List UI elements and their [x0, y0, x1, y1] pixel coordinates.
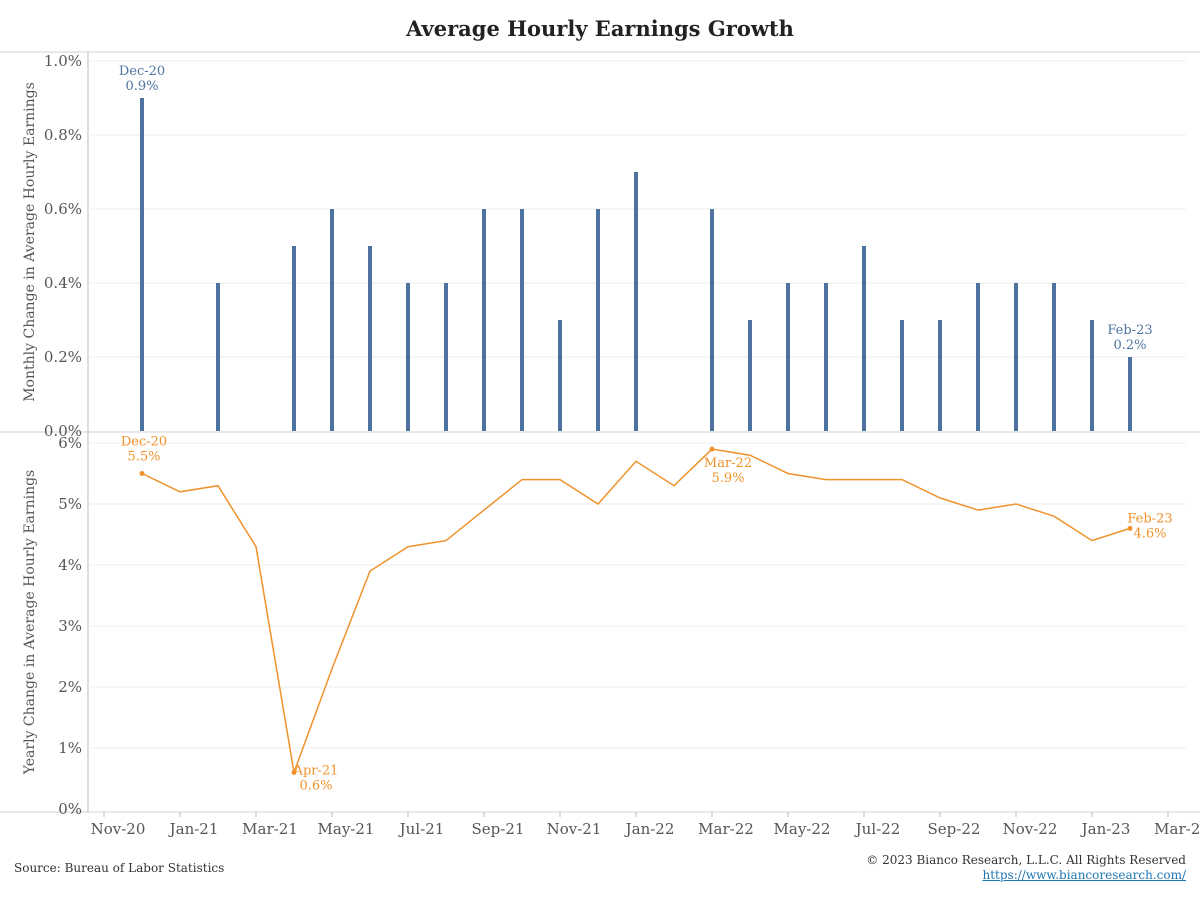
x-tick-label: Jul-22 — [854, 820, 901, 838]
y-tick-label: 5% — [58, 495, 82, 513]
series-line — [141, 448, 1131, 776]
annotation-label: Mar-22 — [704, 456, 752, 471]
x-tick-label: Mar-21 — [242, 820, 298, 838]
x-tick-label: Nov-21 — [547, 820, 602, 838]
bar — [938, 320, 942, 431]
source-note: Source: Bureau of Labor Statistics — [14, 861, 225, 875]
bar — [596, 209, 600, 431]
x-tick-label: Mar-22 — [698, 820, 754, 838]
website-link[interactable]: https://www.biancoresearch.com/ — [982, 868, 1186, 882]
x-tick-label: Sep-21 — [472, 820, 525, 838]
bar — [1014, 283, 1018, 431]
bar — [482, 209, 486, 431]
y-tick-label: 0.2% — [44, 348, 82, 366]
bar — [862, 246, 866, 431]
annotation-label: Feb-23 — [1107, 323, 1152, 338]
x-tick-label: Jan-21 — [168, 820, 219, 838]
bar — [1090, 320, 1094, 431]
y-tick-label: 2% — [58, 678, 82, 696]
bar — [634, 172, 638, 431]
annotation-point — [291, 769, 297, 775]
y-axis-title: Monthly Change in Average Hourly Earning… — [22, 82, 38, 402]
bar — [292, 246, 296, 431]
annotation-value: 4.6% — [1133, 526, 1166, 541]
x-tick-label: Nov-20 — [91, 820, 146, 838]
bar — [368, 246, 372, 431]
y-axis-title: Yearly Change in Average Hourly Earnings — [22, 470, 38, 776]
bar — [140, 98, 144, 431]
bar — [710, 209, 714, 431]
bar — [1052, 283, 1056, 431]
annotation-value: 0.6% — [299, 778, 332, 793]
y-tick-label: 1% — [58, 739, 82, 757]
copyright-note: © 2023 Bianco Research, L.L.C. All Right… — [866, 853, 1186, 867]
annotation-label: Dec-20 — [119, 64, 165, 79]
y-tick-label: 0.8% — [44, 126, 82, 144]
y-tick-label: 1.0% — [44, 52, 82, 70]
annotation-point — [139, 471, 145, 476]
bar — [444, 283, 448, 431]
bar — [786, 283, 790, 431]
annotation-value: 5.9% — [711, 471, 744, 486]
x-tick-label: Jul-21 — [398, 820, 445, 838]
annotation-label: Dec-20 — [121, 435, 167, 450]
y-tick-label: 0.0% — [44, 422, 82, 440]
chart-title: Average Hourly Earnings Growth — [406, 16, 794, 41]
x-tick-label: Jan-23 — [1080, 820, 1131, 838]
y-tick-label: 0.4% — [44, 274, 82, 292]
y-tick-label: 0.6% — [44, 200, 82, 218]
bar — [900, 320, 904, 431]
bar — [216, 283, 220, 431]
y-tick-label: 4% — [58, 556, 82, 574]
bar — [824, 283, 828, 431]
annotation-label: Apr-21 — [293, 763, 339, 778]
annotation-point — [1127, 525, 1133, 531]
x-tick-label: Mar-23 — [1154, 820, 1200, 838]
y-tick-label: 6% — [58, 434, 82, 452]
x-tick-label: Sep-22 — [928, 820, 981, 838]
bar — [1128, 357, 1132, 431]
bar — [330, 209, 334, 431]
bar — [558, 320, 562, 431]
bar — [406, 283, 410, 431]
x-tick-label: Jan-22 — [624, 820, 675, 838]
bar — [976, 283, 980, 431]
bar — [520, 209, 524, 431]
annotation-label: Feb-23 — [1127, 511, 1172, 526]
bar — [748, 320, 752, 431]
x-tick-label: Nov-22 — [1003, 820, 1058, 838]
annotation-value: 0.2% — [1113, 338, 1146, 353]
annotation-value: 5.5% — [127, 450, 160, 465]
y-tick-label: 0% — [58, 800, 82, 818]
x-tick-label: May-22 — [774, 820, 831, 838]
annotation-value: 0.9% — [125, 79, 158, 94]
y-tick-label: 3% — [58, 617, 82, 635]
annotation-point — [709, 446, 715, 452]
x-tick-label: May-21 — [318, 820, 375, 838]
